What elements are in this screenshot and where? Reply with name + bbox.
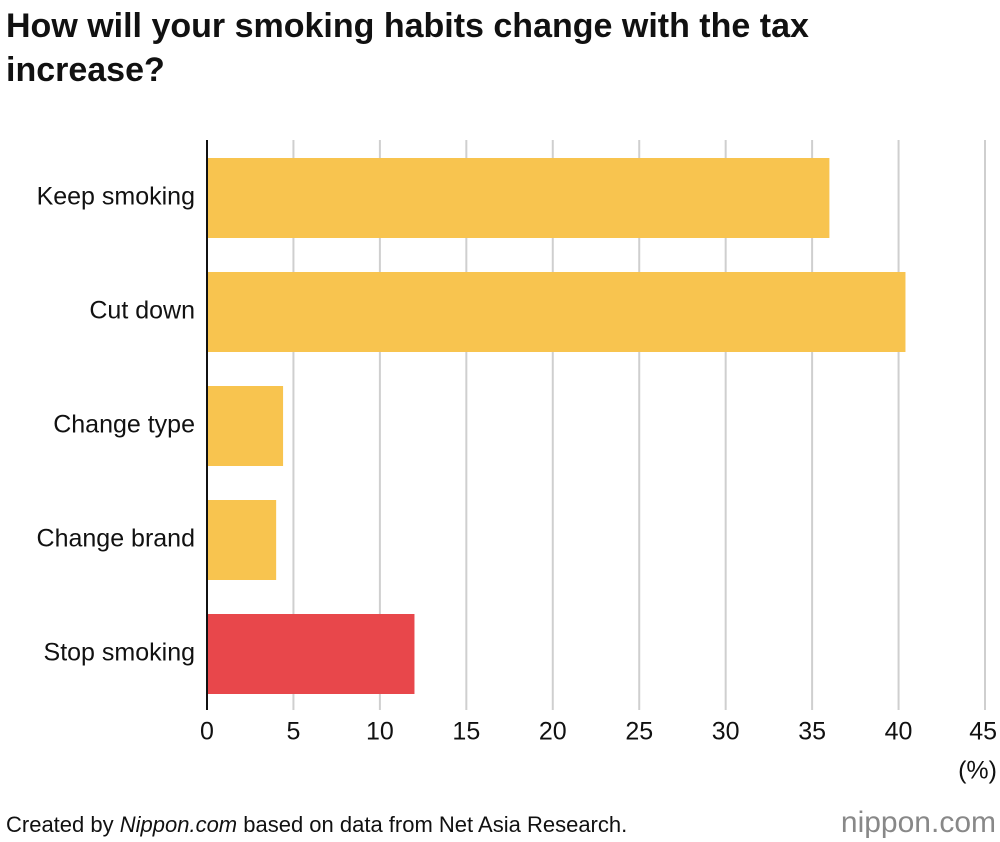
bar <box>207 158 830 238</box>
x-tick-label: 25 <box>625 718 653 746</box>
y-tick-label: Keep smoking <box>37 183 195 211</box>
x-tick-label: 0 <box>200 718 214 746</box>
x-tick-label: 45 <box>969 718 997 746</box>
source-note: Created by Nippon.com based on data from… <box>6 812 627 838</box>
x-tick-label: 40 <box>885 718 913 746</box>
bar <box>207 614 415 694</box>
source-text: based on data from Net Asia Research. <box>237 812 628 837</box>
bar <box>207 500 277 580</box>
source-site: Nippon.com <box>119 812 238 837</box>
bar <box>207 386 284 466</box>
x-tick-label: 35 <box>798 718 826 746</box>
bar <box>207 272 906 352</box>
x-tick-label: 20 <box>539 718 567 746</box>
x-axis-label: (%) <box>958 757 997 785</box>
x-tick-label: 5 <box>286 718 300 746</box>
y-tick-label: Change brand <box>37 525 195 553</box>
y-tick-label: Stop smoking <box>44 639 195 667</box>
chart-title: How will your smoking habits change with… <box>6 7 809 89</box>
x-tick-label: 10 <box>366 718 394 746</box>
logo: nippon.com <box>840 806 996 839</box>
x-tick-label: 15 <box>452 718 480 746</box>
source-text: Created by <box>6 812 120 837</box>
y-tick-label: Cut down <box>89 297 195 325</box>
x-tick-label: 30 <box>712 718 740 746</box>
y-tick-label: Change type <box>53 411 195 439</box>
